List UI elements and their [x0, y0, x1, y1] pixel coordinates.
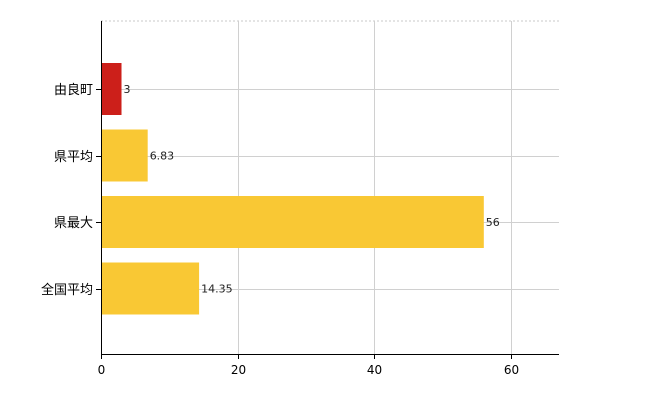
axes [96, 21, 559, 359]
category-label: 全国平均 [41, 282, 93, 298]
bars [101, 63, 484, 315]
category-label: 県平均 [54, 150, 93, 165]
category-label: 由良町 [54, 82, 93, 98]
bar [101, 129, 148, 182]
bar [101, 262, 200, 315]
data-label: 3 [124, 83, 131, 96]
x-tick-label: 40 [367, 363, 382, 377]
data-label: 56 [486, 216, 500, 229]
bar [101, 63, 122, 115]
bar [101, 196, 484, 248]
x-tick-label: 60 [504, 363, 519, 377]
data-label: 6.83 [150, 150, 175, 163]
category-label: 県最大 [54, 216, 93, 231]
x-tick-label: 0 [98, 363, 106, 377]
x-tick-label: 20 [231, 363, 246, 377]
data-label: 14.35 [201, 283, 233, 296]
